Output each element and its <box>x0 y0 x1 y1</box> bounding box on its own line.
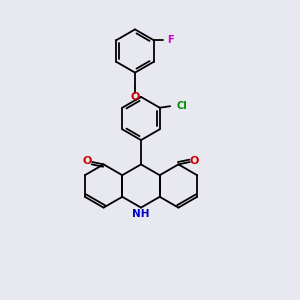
Text: NH: NH <box>132 209 150 219</box>
Text: O: O <box>83 155 92 166</box>
Text: O: O <box>190 155 199 166</box>
Text: Cl: Cl <box>176 101 187 111</box>
Text: O: O <box>130 92 140 102</box>
Text: F: F <box>167 35 174 45</box>
